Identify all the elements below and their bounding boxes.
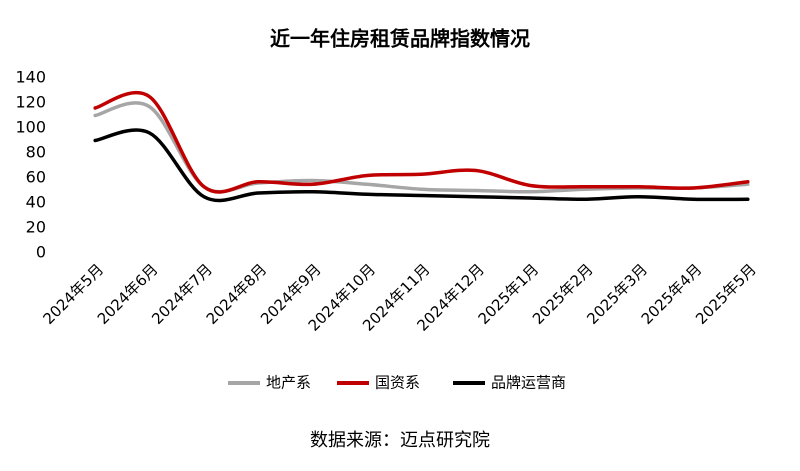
series-line	[93, 90, 750, 194]
legend-label: 地产系	[266, 374, 311, 392]
y-tick-label: 140	[15, 68, 46, 87]
y-tick-label: 0	[36, 243, 46, 262]
y-tick-label: 20	[26, 218, 46, 237]
source-note: 数据来源：迈点研究院	[310, 430, 490, 451]
legend-label: 国资系	[375, 374, 420, 392]
y-tick-label: 40	[26, 193, 46, 212]
y-tick-label: 80	[26, 143, 46, 162]
y-tick-label: 120	[15, 93, 46, 112]
chart-title: 近一年住房租赁品牌指数情况	[270, 27, 530, 51]
legend-label: 品牌运营商	[491, 374, 566, 392]
series-line	[93, 101, 750, 194]
series-line	[93, 128, 750, 203]
y-tick-label: 60	[26, 168, 46, 187]
y-tick-label: 100	[15, 118, 46, 137]
